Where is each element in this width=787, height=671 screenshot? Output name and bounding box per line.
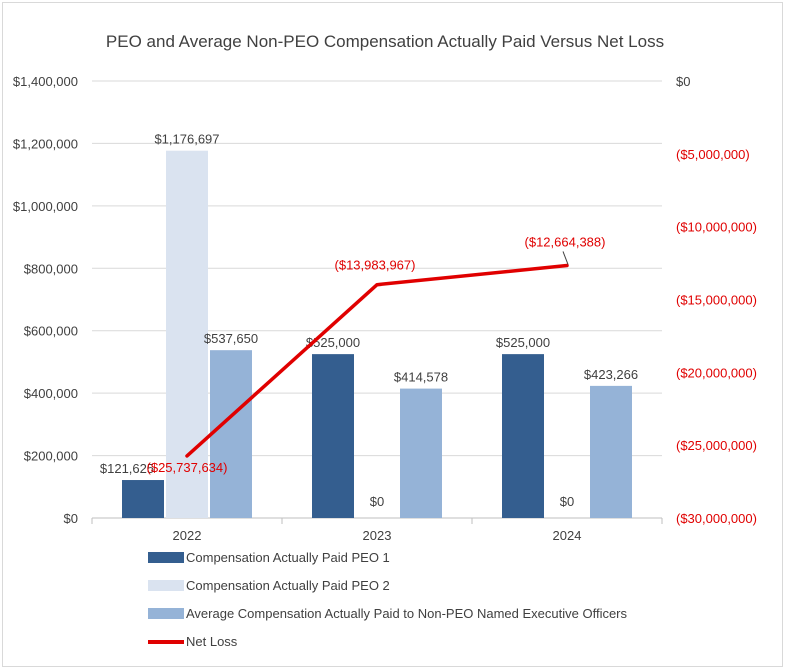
legend-label: Average Compensation Actually Paid to No… bbox=[186, 606, 628, 621]
x-axis-tick-label: 2022 bbox=[173, 528, 202, 543]
left-axis-tick-label: $200,000 bbox=[24, 449, 78, 464]
legend-swatch bbox=[148, 608, 184, 619]
bar-data-label: $0 bbox=[370, 494, 384, 509]
net-loss-data-label: ($25,737,634) bbox=[147, 460, 228, 475]
bar-data-label: $423,266 bbox=[584, 367, 638, 382]
left-axis-tick-label: $800,000 bbox=[24, 261, 78, 276]
net-loss-data-label: ($12,664,388) bbox=[525, 234, 606, 249]
right-axis-tick-label: ($20,000,000) bbox=[676, 365, 757, 380]
bar-data-label: $0 bbox=[560, 494, 574, 509]
bar bbox=[312, 354, 354, 518]
bar bbox=[210, 350, 252, 518]
bar-labels: $121,625 $1,176,697 $537,650 $525,000 $0 $414… bbox=[100, 132, 638, 509]
bars bbox=[122, 150, 632, 518]
left-axis-ticks: $0 $200,000 $400,000 $600,000 $800,000 $1,000… bbox=[13, 74, 78, 526]
bar-data-label: $414,578 bbox=[394, 370, 448, 385]
bar bbox=[400, 388, 442, 518]
right-axis-tick-label: ($15,000,000) bbox=[676, 293, 757, 308]
chart-title: PEO and Average Non-PEO Compensation Act… bbox=[106, 32, 664, 51]
legend-swatch bbox=[148, 580, 184, 591]
bar-data-label: $537,650 bbox=[204, 331, 258, 346]
legend-swatch bbox=[148, 552, 184, 563]
x-axis-ticks: 2022 2023 2024 bbox=[91, 518, 663, 543]
right-axis-ticks: $0 ($5,000,000) ($10,000,000) ($15,000,000)… bbox=[676, 74, 757, 526]
x-axis-tick-label: 2023 bbox=[363, 528, 392, 543]
legend-label: Compensation Actually Paid PEO 2 bbox=[186, 578, 390, 593]
bar-data-label: $1,176,697 bbox=[154, 132, 219, 147]
right-axis-tick-label: ($10,000,000) bbox=[676, 220, 757, 235]
left-axis-tick-label: $1,200,000 bbox=[13, 136, 78, 151]
legend-label: Net Loss bbox=[186, 634, 238, 649]
net-loss-data-label: ($13,983,967) bbox=[335, 258, 416, 273]
left-axis-tick-label: $600,000 bbox=[24, 324, 78, 339]
legend: Compensation Actually Paid PEO 1 Compensa… bbox=[148, 550, 628, 649]
bar bbox=[502, 354, 544, 518]
right-axis-tick-label: ($30,000,000) bbox=[676, 511, 757, 526]
net-loss-line-layer: ($25,737,634) ($13,983,967) ($12,664,388) bbox=[147, 234, 606, 474]
bar bbox=[590, 385, 632, 518]
right-axis-tick-label: $0 bbox=[676, 74, 690, 89]
left-axis-tick-label: $0 bbox=[64, 511, 78, 526]
net-loss-line bbox=[185, 263, 569, 458]
right-axis-tick-label: ($25,000,000) bbox=[676, 438, 757, 453]
right-axis-tick-label: ($5,000,000) bbox=[676, 147, 750, 162]
legend-label: Compensation Actually Paid PEO 1 bbox=[186, 550, 390, 565]
left-axis-tick-label: $400,000 bbox=[24, 386, 78, 401]
bar-data-label: $121,625 bbox=[100, 461, 154, 476]
label-leader-line bbox=[562, 251, 569, 265]
bar bbox=[122, 480, 164, 518]
left-axis-tick-label: $1,000,000 bbox=[13, 199, 78, 214]
left-axis-tick-label: $1,400,000 bbox=[13, 74, 78, 89]
x-axis-tick-label: 2024 bbox=[553, 528, 582, 543]
bar-data-label: $525,000 bbox=[496, 335, 550, 350]
